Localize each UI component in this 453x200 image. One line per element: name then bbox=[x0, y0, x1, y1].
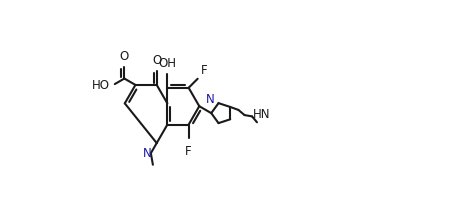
Text: O: O bbox=[152, 53, 161, 66]
Text: N: N bbox=[143, 146, 152, 159]
Text: F: F bbox=[201, 63, 207, 76]
Text: O: O bbox=[120, 50, 129, 63]
Text: N: N bbox=[206, 93, 215, 106]
Text: F: F bbox=[185, 145, 192, 157]
Text: HO: HO bbox=[92, 78, 110, 91]
Text: OH: OH bbox=[159, 56, 176, 69]
Text: HN: HN bbox=[253, 107, 270, 120]
